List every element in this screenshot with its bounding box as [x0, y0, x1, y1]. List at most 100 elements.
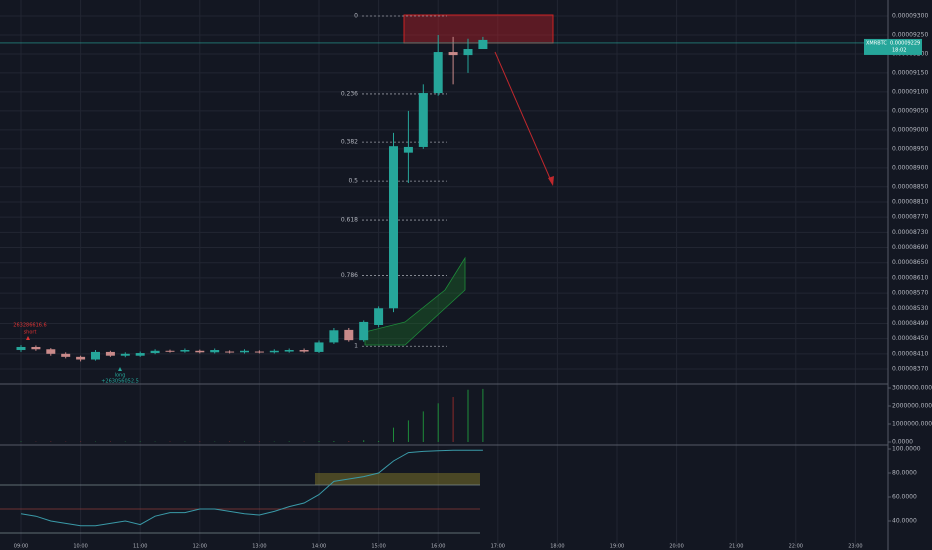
candle-body — [31, 346, 41, 350]
y-tick-label: 0.00009300 — [892, 13, 928, 20]
countdown: 18:02 — [892, 47, 906, 53]
y-tick-label: 0.00008770 — [892, 214, 928, 221]
y-tick-label: 0.00009150 — [892, 69, 928, 76]
x-tick-label: 12:00 — [193, 544, 207, 550]
annotation: +263056052.5 — [101, 379, 139, 385]
y-tick-label: 0.00009050 — [892, 107, 928, 114]
annotation: short — [24, 330, 37, 336]
y-tick-label: 0.00008570 — [892, 290, 928, 297]
y-tick-label: 0.00008950 — [892, 145, 928, 152]
candle-body — [448, 52, 458, 56]
candle-body — [240, 350, 249, 353]
candle-body — [433, 52, 443, 94]
y-tick-label: 0.00008610 — [892, 274, 928, 281]
y-tick-label: 1000000.0000 — [892, 421, 932, 428]
x-tick-label: 15:00 — [371, 544, 385, 550]
y-tick-label: 0.00009250 — [892, 31, 928, 38]
candle-body — [374, 308, 384, 325]
y-tick-label: 80.0000 — [892, 470, 917, 477]
x-tick-label: 23:00 — [848, 544, 862, 550]
x-tick-label: 11:00 — [133, 544, 147, 550]
x-tick-label: 20:00 — [669, 544, 683, 550]
candle-body — [180, 350, 190, 352]
fib-label: 0 — [354, 13, 358, 20]
price-tag — [864, 38, 922, 55]
channel — [364, 256, 466, 346]
y-tick-label: 0.00008650 — [892, 259, 928, 266]
candle-body — [403, 146, 413, 153]
y-tick-label: 0.00008530 — [892, 305, 928, 312]
candle-body — [105, 351, 115, 356]
candle-body — [359, 321, 369, 341]
fib-label: 0.786 — [341, 272, 358, 279]
x-tick-label: 22:00 — [789, 544, 803, 550]
candle-body — [135, 353, 145, 356]
candle-body — [329, 330, 339, 343]
arrow — [494, 51, 553, 184]
candle-body — [165, 350, 175, 352]
y-tick-label: 0.00008410 — [892, 350, 928, 357]
x-tick-label: 10:00 — [73, 544, 87, 550]
candle-body — [418, 93, 428, 147]
price-label: 0.00009229 — [890, 40, 920, 46]
candle-body — [478, 39, 488, 50]
y-tick-label: 0.00008370 — [892, 366, 928, 373]
candle-body — [389, 146, 398, 309]
candle-body — [314, 342, 324, 352]
candle-body — [16, 346, 26, 351]
x-tick-label: 14:00 — [312, 544, 326, 550]
candle-body — [61, 353, 71, 357]
fib-label: 0.5 — [348, 178, 358, 185]
candle-body — [254, 351, 264, 353]
indicator-band — [315, 473, 480, 485]
symbol-label: XMRBTC — [866, 40, 887, 46]
fib-label: 1 — [354, 343, 358, 350]
marker — [118, 367, 122, 371]
y-tick-label: 0.00008810 — [892, 198, 928, 205]
y-tick-label: 0.00009000 — [892, 126, 928, 133]
x-tick-label: 16:00 — [431, 544, 445, 550]
candle-body — [46, 349, 56, 354]
y-tick-label: 0.00008900 — [892, 164, 928, 171]
annotation: 263286616.6 — [13, 323, 46, 329]
y-tick-label: 0.00008690 — [892, 244, 928, 251]
candle-body — [344, 329, 354, 341]
annotation: long — [115, 373, 126, 379]
y-tick-label: 3000000.0000 — [892, 385, 932, 392]
candle-body — [195, 350, 205, 353]
x-tick-label: 09:00 — [14, 544, 28, 550]
y-tick-label: 2000000.0000 — [892, 403, 932, 410]
target-box — [403, 14, 554, 44]
x-tick-label: 21:00 — [729, 544, 743, 550]
candle-body — [76, 356, 86, 360]
candle-body — [284, 350, 294, 352]
fib-label: 0.382 — [341, 139, 358, 146]
y-tick-label: 60.0000 — [892, 494, 917, 501]
arrow-head — [548, 176, 554, 186]
x-tick-label: 19:00 — [610, 544, 624, 550]
x-tick-label: 17:00 — [491, 544, 505, 550]
marker — [26, 336, 30, 340]
y-tick-label: 0.00009100 — [892, 88, 928, 95]
indicator-line — [20, 449, 483, 527]
y-tick-label: 0.00008730 — [892, 229, 928, 236]
candle-body — [463, 49, 473, 56]
candle-body — [225, 351, 235, 353]
y-tick-label: 0.00008450 — [892, 335, 928, 342]
y-tick-label: 100.0000 — [892, 446, 921, 453]
candle-body — [210, 350, 220, 353]
candle-body — [150, 350, 160, 354]
candle-body — [91, 351, 100, 360]
y-tick-label: 0.0000 — [892, 439, 913, 446]
x-tick-label: 13:00 — [252, 544, 266, 550]
x-tick-label: 18:00 — [550, 544, 564, 550]
candle-body — [120, 353, 130, 356]
candle-body — [299, 350, 309, 352]
y-tick-label: 0.00008850 — [892, 183, 928, 190]
fib-label: 0.618 — [341, 217, 358, 224]
candle-body — [269, 350, 279, 353]
fib-label: 0.236 — [341, 90, 358, 97]
y-tick-label: 0.00008490 — [892, 320, 928, 327]
y-tick-label: 40.0000 — [892, 518, 917, 525]
